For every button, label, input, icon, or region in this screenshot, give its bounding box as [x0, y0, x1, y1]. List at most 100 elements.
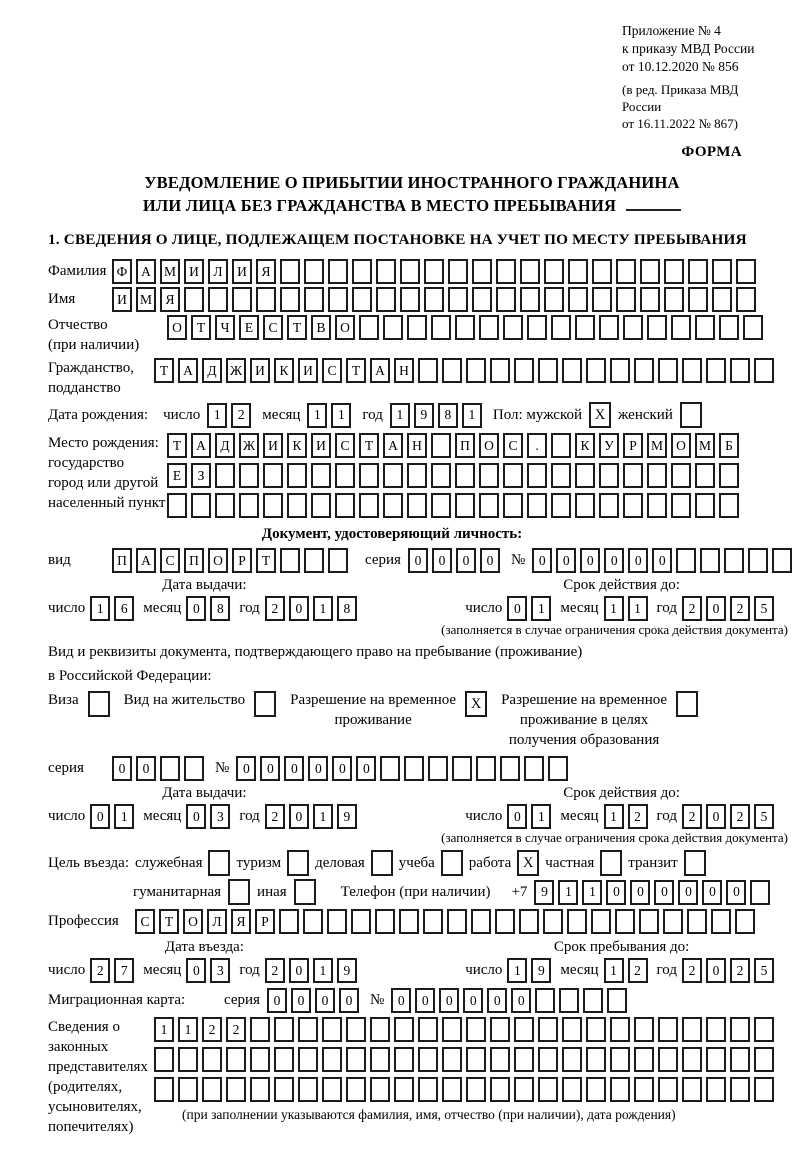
char-box[interactable]: 0 — [455, 548, 476, 573]
char-box[interactable] — [311, 463, 331, 488]
char-box[interactable]: И — [263, 433, 283, 458]
char-box[interactable] — [154, 1077, 174, 1102]
char-box[interactable] — [431, 433, 451, 458]
checkbox-cell[interactable]: X — [589, 402, 612, 428]
char-box[interactable] — [279, 909, 299, 934]
char-box[interactable]: 3 — [210, 804, 231, 829]
char-box[interactable] — [682, 358, 702, 383]
char-box[interactable] — [407, 315, 427, 340]
char-box[interactable]: 1 — [507, 958, 528, 983]
char-box[interactable]: Ч — [215, 315, 235, 340]
char-box[interactable]: 2 — [90, 958, 111, 983]
checkbox-cell[interactable] — [293, 879, 316, 905]
char-box[interactable] — [538, 358, 558, 383]
char-box[interactable] — [490, 1047, 510, 1072]
char-box[interactable] — [711, 909, 731, 934]
char-box[interactable]: 1 — [531, 596, 552, 621]
checkbox-cell[interactable] — [208, 850, 231, 876]
char-box[interactable] — [394, 1047, 414, 1072]
char-box[interactable] — [418, 1047, 438, 1072]
char-box[interactable] — [466, 358, 486, 383]
char-box[interactable] — [250, 1017, 270, 1042]
char-box[interactable]: П — [184, 548, 204, 573]
char-box[interactable]: Т — [256, 548, 276, 573]
char-box[interactable]: 0 — [290, 988, 311, 1013]
char-box[interactable] — [544, 287, 564, 312]
char-box[interactable] — [370, 1077, 390, 1102]
char-box[interactable] — [490, 1077, 510, 1102]
char-box[interactable]: 0 — [463, 988, 484, 1013]
char-box[interactable] — [551, 493, 571, 518]
char-box[interactable] — [327, 909, 347, 934]
char-box[interactable] — [500, 756, 521, 781]
char-box[interactable]: 1 — [331, 402, 352, 428]
char-box[interactable] — [418, 358, 438, 383]
char-box[interactable]: Н — [394, 358, 414, 383]
char-box[interactable] — [442, 1017, 462, 1042]
char-box[interactable]: 0 — [288, 596, 309, 621]
char-box[interactable]: 0 — [507, 804, 528, 829]
char-box[interactable]: 9 — [336, 958, 357, 983]
char-box[interactable] — [503, 315, 523, 340]
char-box[interactable]: 1 — [461, 402, 482, 428]
char-box[interactable] — [274, 1017, 294, 1042]
char-box[interactable]: 0 — [332, 756, 353, 781]
char-box[interactable]: А — [136, 259, 156, 284]
char-box[interactable] — [706, 1047, 726, 1072]
char-box[interactable] — [370, 1047, 390, 1072]
char-box[interactable] — [634, 1047, 654, 1072]
char-box[interactable] — [754, 1047, 774, 1072]
checkbox-cell[interactable]: X — [517, 850, 540, 876]
char-box[interactable] — [591, 909, 611, 934]
char-box[interactable] — [682, 1017, 702, 1042]
char-box[interactable] — [280, 259, 300, 284]
char-box[interactable] — [610, 1047, 630, 1072]
char-box[interactable]: И — [232, 259, 252, 284]
char-box[interactable]: 8 — [336, 596, 357, 621]
char-box[interactable] — [719, 493, 739, 518]
char-box[interactable]: 0 — [186, 958, 207, 983]
char-box[interactable] — [538, 1047, 558, 1072]
char-box[interactable] — [568, 287, 588, 312]
checkbox-cell[interactable] — [370, 850, 393, 876]
char-box[interactable]: Л — [207, 909, 227, 934]
char-box[interactable] — [322, 1047, 342, 1072]
char-box[interactable] — [599, 493, 619, 518]
char-box[interactable] — [424, 287, 444, 312]
char-box[interactable] — [184, 756, 204, 781]
char-box[interactable]: И — [250, 358, 270, 383]
char-box[interactable] — [586, 1077, 606, 1102]
char-box[interactable] — [476, 756, 497, 781]
char-box[interactable]: Я — [256, 259, 276, 284]
char-box[interactable] — [719, 315, 739, 340]
char-box[interactable]: 0 — [284, 756, 305, 781]
char-box[interactable]: М — [160, 259, 180, 284]
char-box[interactable] — [754, 1017, 774, 1042]
char-box[interactable] — [639, 909, 659, 934]
char-box[interactable]: А — [178, 358, 198, 383]
char-box[interactable]: М — [695, 433, 715, 458]
char-box[interactable]: И — [184, 259, 204, 284]
char-box[interactable] — [736, 259, 756, 284]
char-box[interactable] — [559, 988, 580, 1013]
char-box[interactable] — [328, 259, 348, 284]
char-box[interactable] — [304, 287, 324, 312]
char-box[interactable]: А — [383, 433, 403, 458]
char-box[interactable]: 1 — [312, 958, 333, 983]
char-box[interactable] — [226, 1047, 246, 1072]
char-box[interactable]: Я — [231, 909, 251, 934]
char-box[interactable]: 5 — [754, 958, 774, 983]
char-box[interactable] — [548, 756, 569, 781]
char-box[interactable]: Т — [191, 315, 211, 340]
char-box[interactable] — [527, 493, 547, 518]
char-box[interactable]: 0 — [391, 988, 412, 1013]
char-box[interactable]: А — [370, 358, 390, 383]
char-box[interactable] — [599, 463, 619, 488]
char-box[interactable] — [215, 463, 235, 488]
char-box[interactable] — [695, 315, 715, 340]
char-box[interactable] — [287, 493, 307, 518]
char-box[interactable] — [322, 1077, 342, 1102]
char-box[interactable]: 0 — [507, 596, 528, 621]
char-box[interactable]: Т — [287, 315, 307, 340]
char-box[interactable]: З — [191, 463, 211, 488]
